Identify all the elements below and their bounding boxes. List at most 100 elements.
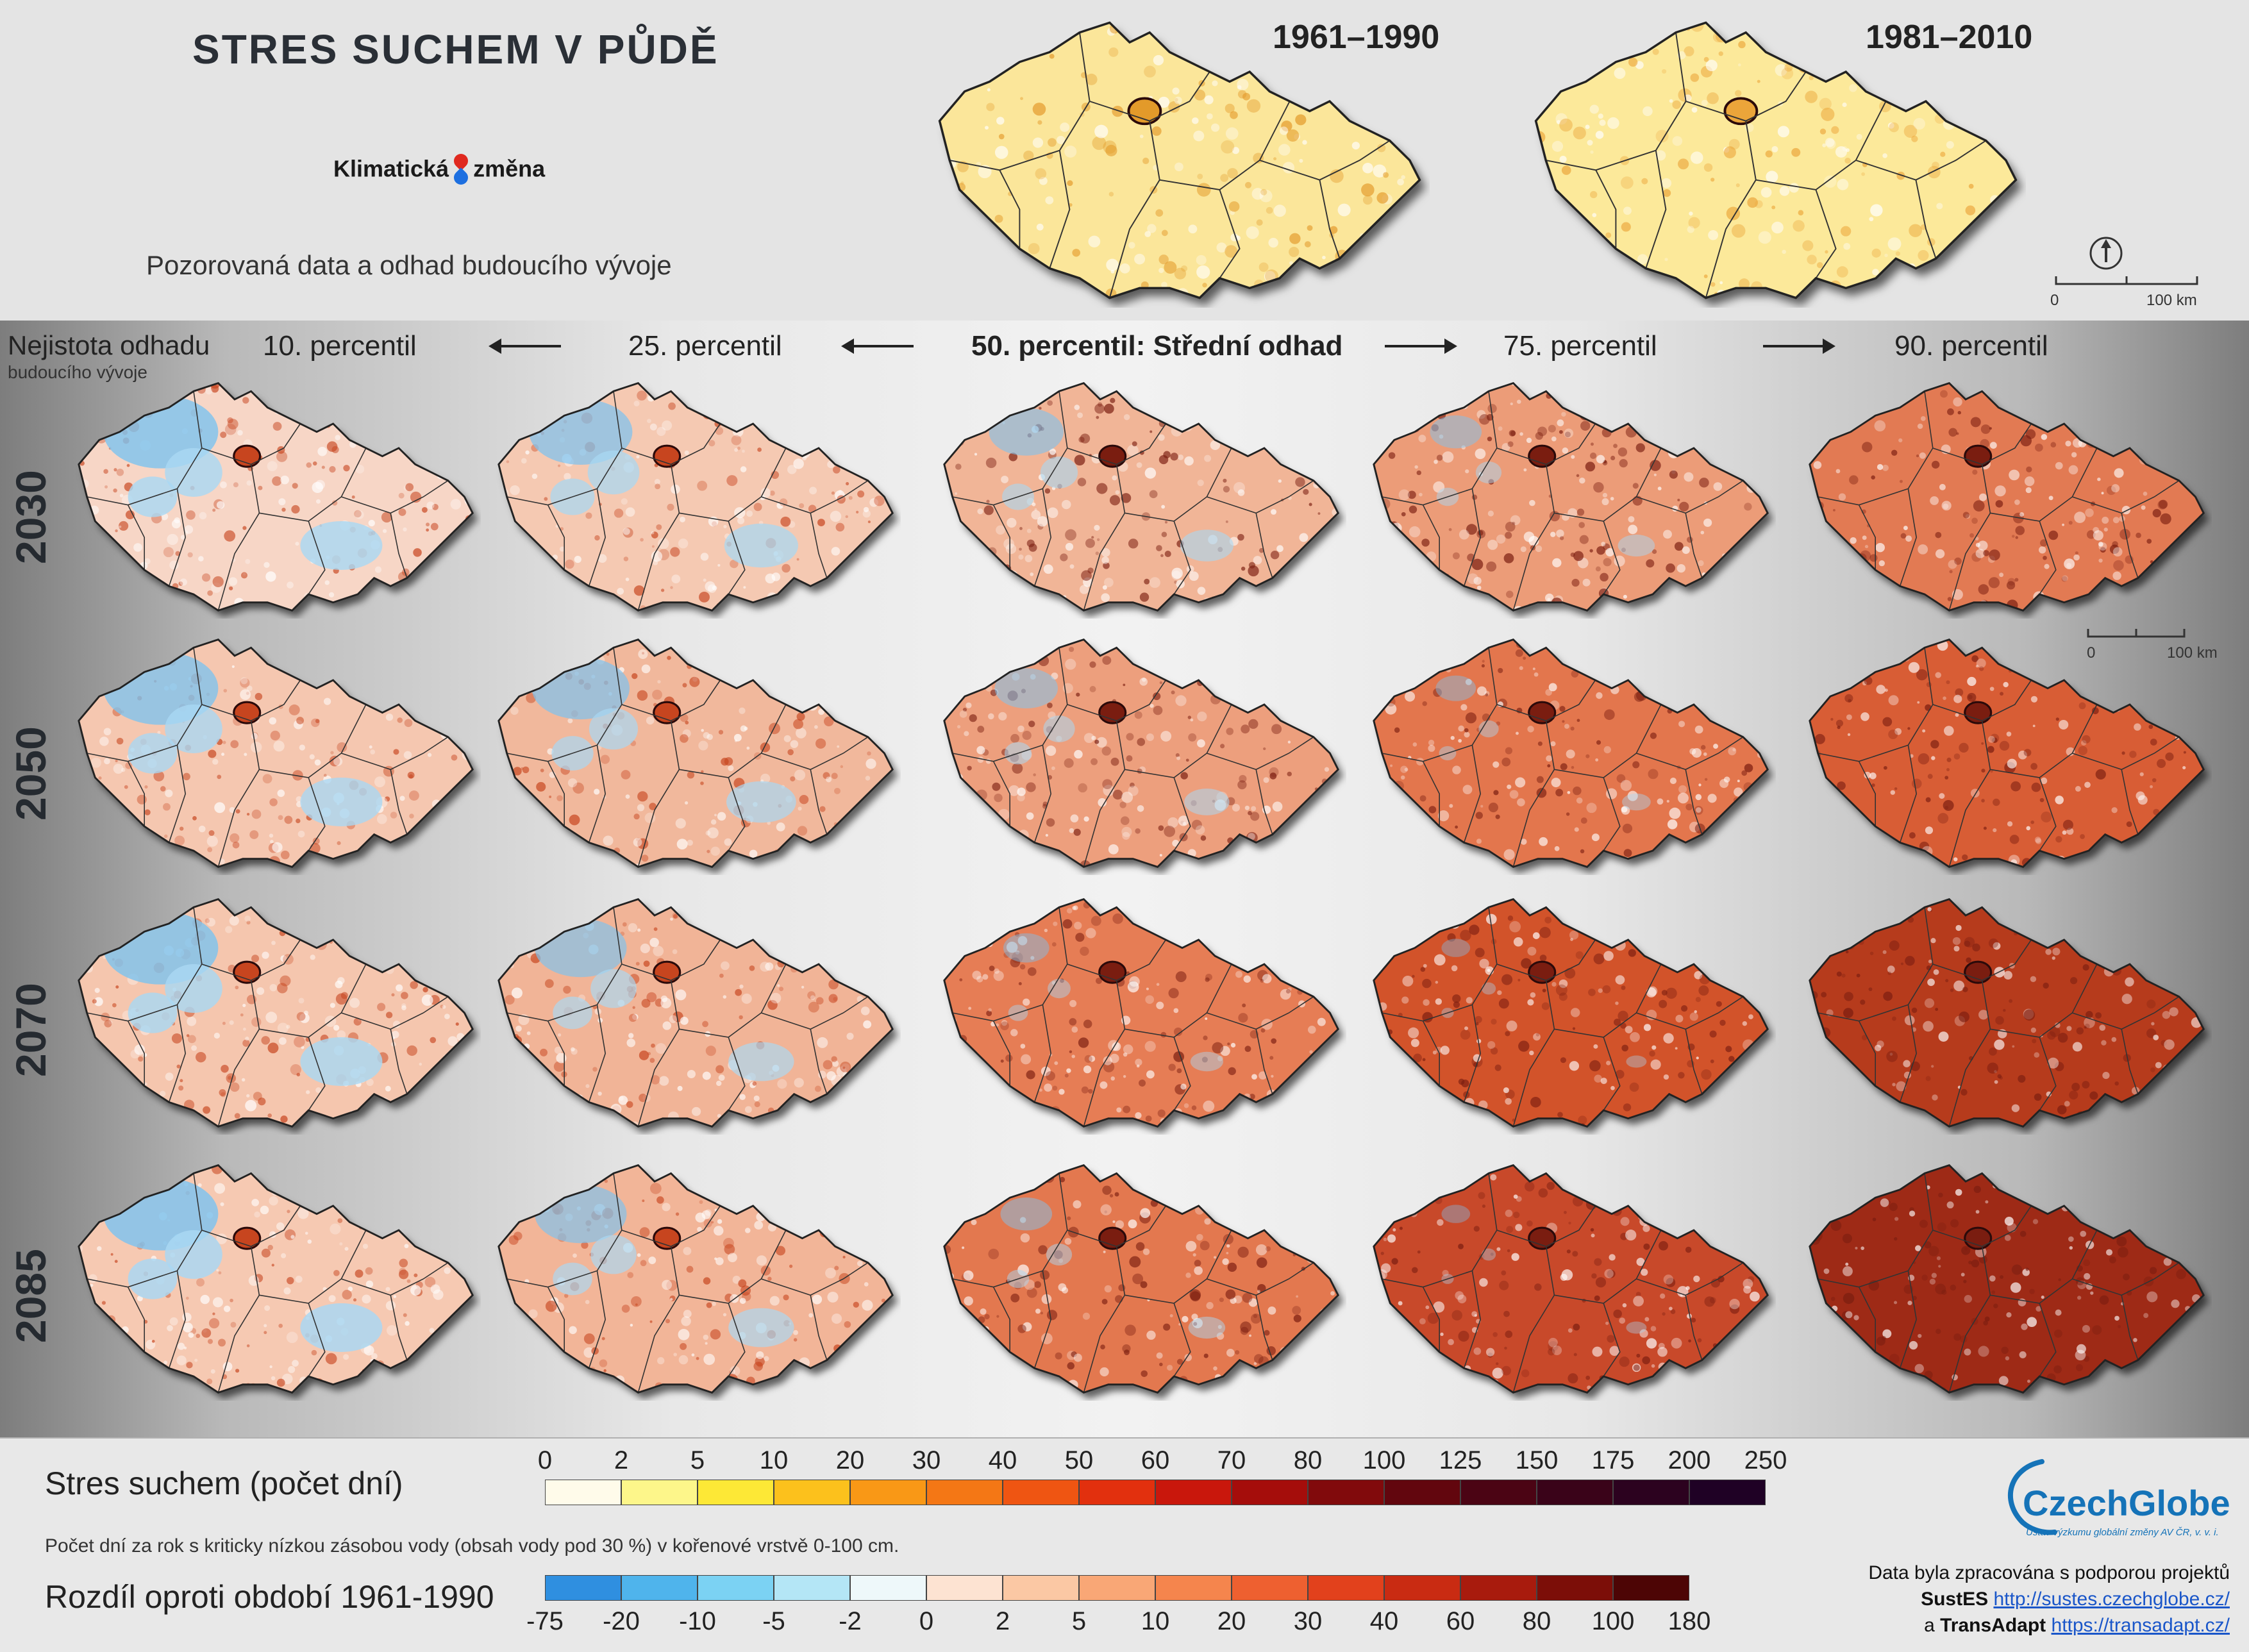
legend-diff-tick: 0 [919,1607,933,1636]
projection-map-2050-p3 [936,631,1346,875]
legend-diff-swatch [850,1575,926,1601]
scale-zero-top: 0 [2050,292,2059,310]
legend-diff-tick: 10 [1141,1607,1170,1636]
legend-diff-tick: 5 [1072,1607,1086,1636]
legend-stress-swatch [1384,1480,1460,1505]
page-subtitle: Pozorovaná data a odhad budoucího vývoje [146,250,672,281]
legend-stress-swatch [1689,1480,1766,1505]
legend-stress-tick: 0 [538,1446,552,1475]
legend-diff-swatch [774,1575,850,1601]
projection-map-2085-p2 [490,1157,901,1401]
credits-line1: Data byla zpracována s podporou projektů [1868,1562,2230,1584]
legend-stress-tick: 175 [1592,1446,1635,1475]
projection-map-2050-p1 [71,631,481,875]
legend-stress-swatch [621,1480,698,1505]
projection-map-2050-p2 [490,631,901,875]
legend-stress-swatch [774,1480,850,1505]
percentile-label-25: 25. percentil [628,330,782,362]
legend-diff-swatch [1232,1575,1308,1601]
legend-diff-swatch [1537,1575,1613,1601]
scale-bar-top [2055,272,2202,292]
legend-stress-tick: 50 [1065,1446,1094,1475]
legend-diff-swatch [1384,1575,1460,1601]
legend-stress-swatch [1460,1480,1537,1505]
legend-stress-tick: 10 [760,1446,789,1475]
projection-map-2030-p4 [1366,375,1776,619]
legend-diff-tick: 20 [1217,1607,1246,1636]
percentile-label-10: 10. percentil [263,330,417,362]
legend-stress-tick: 5 [690,1446,705,1475]
legend-stress-swatch [1003,1480,1079,1505]
projection-map-2070-p5 [1802,891,2212,1135]
legend-stress-tick: 70 [1217,1446,1246,1475]
legend-stress-swatch [1308,1480,1384,1505]
legend-stress-title: Stres suchem (počet dní) [45,1465,403,1502]
arrow-left-icon [853,345,914,347]
sustes-link[interactable]: http://sustes.czechglobe.cz/ [1993,1589,2230,1610]
projection-map-2030-p5 [1802,375,2212,619]
legend-stress-swatch [1155,1480,1232,1505]
scale-dist-top: 100 km [2146,292,2197,310]
legend-stress-tick: 200 [1668,1446,1711,1475]
legend-diff-tick: 40 [1370,1607,1399,1636]
scale-zero-grid: 0 [2087,644,2095,662]
legend-stress-swatch [850,1480,926,1505]
observed-map-1 [930,13,1430,308]
czechglobe-subtitle: Ústav výzkumu globální změny AV ČR, v. v… [2026,1527,2219,1538]
year-label-2030: 2030 [6,470,55,564]
legend-stress-swatch [1613,1480,1689,1505]
legend-diff-title: Rozdíl oproti období 1961-1990 [45,1578,494,1615]
observed-map-2 [1526,13,2026,308]
legend-stress-tick: 250 [1744,1446,1787,1475]
legend-note: Počet dní za rok s kriticky nízkou zásob… [45,1535,899,1557]
percentile-label-90: 90. percentil [1894,330,2048,362]
projection-map-2050-p5 [1802,631,2212,875]
percentile-label-50: 50. percentil: Střední odhad [971,330,1342,362]
projection-map-2070-p1 [71,891,481,1135]
legend-diff-tick: -10 [679,1607,716,1636]
legend-diff-tick: 80 [1523,1607,1551,1636]
legend-diff-swatch [545,1575,621,1601]
credits-and: a [1924,1615,1935,1636]
projection-map-2070-p3 [936,891,1346,1135]
transadapt-label: TransAdapt [1940,1615,2046,1636]
projection-map-2030-p1 [71,375,481,619]
legend-diff-swatch [698,1575,774,1601]
year-label-2085: 2085 [6,1249,55,1343]
projection-map-2070-p4 [1366,891,1776,1135]
legend-diff-tick: 60 [1446,1607,1475,1636]
legend-stress-swatch [698,1480,774,1505]
arrow-right-icon [1763,345,1824,347]
credits-sustes: SustES http://sustes.czechglobe.cz/ [1921,1589,2230,1610]
logo-text-left: Klimatická [333,156,449,182]
legend-diff-tick: 100 [1592,1607,1635,1636]
legend-diff-tick: 180 [1668,1607,1711,1636]
legend-diff-swatch [1460,1575,1537,1601]
year-label-2050: 2050 [6,726,55,821]
legend-diff-tick: 30 [1294,1607,1323,1636]
projection-map-2085-p4 [1366,1157,1776,1401]
legend-stress-swatch [1537,1480,1613,1505]
legend-diff-tick: -20 [603,1607,640,1636]
legend-diff-tick: -2 [839,1607,862,1636]
uncertainty-label: Nejistota odhadu [8,330,210,361]
legend-diff-swatch [1613,1575,1689,1601]
legend-diff-tick: 2 [996,1607,1010,1636]
year-label-2070: 2070 [6,983,55,1077]
czechglobe-name: CzechGlobe [2023,1482,2230,1524]
legend-stress-swatch [1232,1480,1308,1505]
projection-map-2085-p3 [936,1157,1346,1401]
projection-map-2085-p1 [71,1157,481,1401]
projection-map-2030-p3 [936,375,1346,619]
transadapt-link[interactable]: https://transadapt.cz/ [2052,1615,2230,1636]
legend-diff-swatch [1155,1575,1232,1601]
legend-stress-swatch [1079,1480,1155,1505]
arrow-left-icon [500,345,561,347]
legend-diff-swatch [926,1575,1003,1601]
legend-diff-swatch [621,1575,698,1601]
projection-map-2050-p4 [1366,631,1776,875]
percentile-label-75: 75. percentil [1503,330,1657,362]
legend-stress-tick: 2 [614,1446,628,1475]
projection-map-2085-p5 [1802,1157,2212,1401]
legend-diff-swatch [1079,1575,1155,1601]
